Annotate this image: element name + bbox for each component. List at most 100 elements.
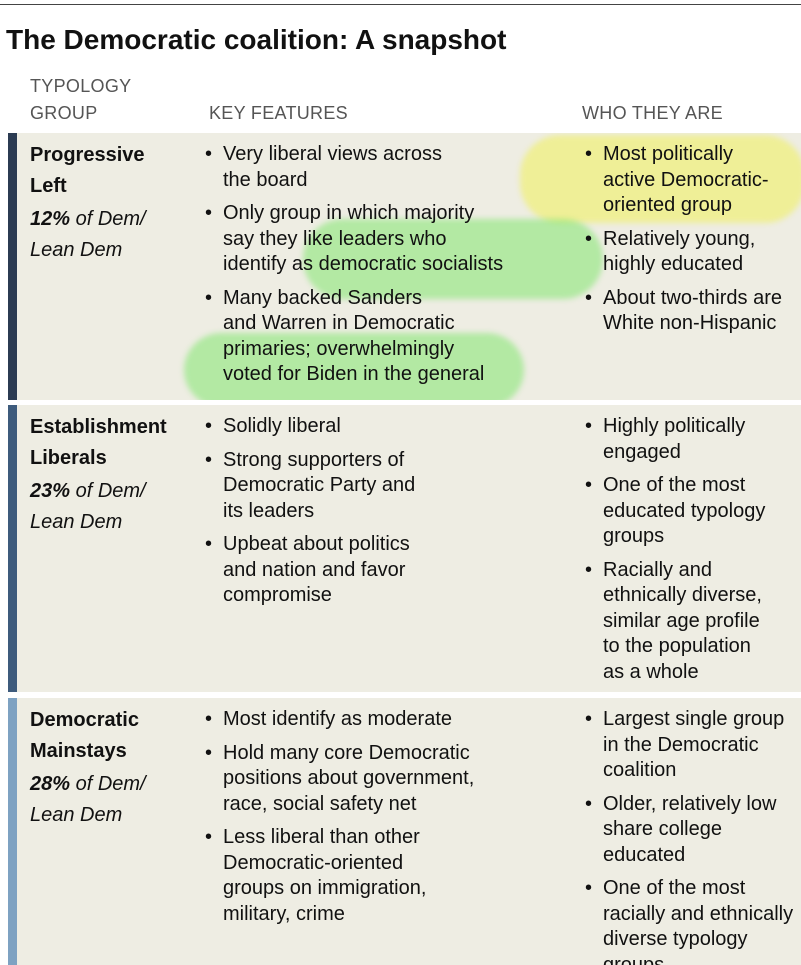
who-column: Highly politically engaged One of the most… [585, 414, 765, 692]
header-who: WHO THEY ARE [582, 103, 723, 123]
features-bullet: Upbeat about politics and nation and favo… [205, 532, 415, 609]
header-group: TYPOLOGY GROUP [30, 73, 131, 127]
bullet-line: ethnically diverse, [603, 584, 762, 606]
bullet-line: racially and ethnically [603, 902, 794, 925]
bullet-line: engaged [603, 440, 681, 463]
share-percent: 12% [30, 208, 71, 230]
features-column: Very liberal views across the board Only g… [205, 142, 503, 396]
bullet-line: oriented group [603, 194, 732, 216]
features-bullet: Less liberal than other Democratic-orient… [205, 825, 474, 927]
share-line: 12% of Dem/ [30, 204, 146, 235]
features-bullet: Only group in which majority say they lik… [205, 201, 503, 278]
share-text: of Dem/ [75, 208, 146, 230]
group-name: Progressive Left [30, 140, 145, 202]
bullet-line: to the population [603, 635, 751, 657]
bullet-line: Most identify as moderate [223, 708, 452, 730]
bullet-line: Many backed Sanders [223, 286, 423, 309]
features-bullet: Hold many core Democratic positions about… [205, 741, 474, 818]
bullet-line: One of the most [603, 474, 746, 496]
bullet-line: active Democratic- [603, 168, 769, 191]
group-name-line: Mainstays [30, 740, 127, 762]
group-share: 28% of Dem/Lean Dem [30, 769, 146, 831]
group-name: Democratic Mainstays [30, 705, 139, 767]
bullet-line: primaries; overwhelmingly [223, 337, 455, 360]
bullet-line: educated typology [603, 499, 766, 522]
who-bullet: Most politically active Democratic-orient… [585, 142, 782, 219]
who-bullet: Largest single group in the Democratic coa… [585, 707, 793, 784]
row: Establishment Liberals 23% of Dem/Lean Dem… [8, 405, 801, 692]
features-bullet: Most identify as moderate [205, 707, 474, 733]
bullet-line: About two-thirds are [603, 286, 782, 309]
bullet-line: similar age profile [603, 609, 760, 632]
who-bullet: Racially and ethnically diverse, similar a… [585, 558, 765, 686]
bullet-line: Largest single group [603, 708, 785, 730]
bullet-line: Democratic-oriented [223, 851, 404, 874]
header-line: TYPOLOGY [30, 76, 132, 96]
bullet-line: share college [603, 818, 722, 840]
group-name-line: Democratic [30, 709, 139, 731]
bullet-line: military, crime [223, 902, 345, 925]
bullet-line: highly educated [603, 253, 744, 275]
bullet-line: its leaders [223, 499, 315, 522]
bullet-line: the board [223, 168, 308, 191]
bullet-line: and Warren in Democratic [223, 312, 455, 334]
bullet-line: Less liberal than other [223, 826, 420, 848]
bullet-line: Relatively young, [603, 227, 756, 250]
row-bar [8, 133, 17, 400]
share-percent: 23% [30, 480, 71, 502]
bullet-line: Most politically [603, 143, 734, 165]
share-percent: 28% [30, 773, 71, 795]
group-name-line: Left [30, 175, 67, 197]
bullet-line: Democratic Party and [223, 474, 416, 496]
bullet-line: say they like leaders who [223, 227, 447, 250]
who-bullet: One of the most educated typology groups [585, 473, 765, 550]
row: Democratic Mainstays 28% of Dem/Lean Dem Mo… [8, 698, 801, 965]
who-bullet: Highly politically engaged [585, 414, 765, 465]
bullet-line: voted for Biden in the general [223, 363, 485, 385]
bullet-line: Very liberal views across [223, 143, 442, 165]
row: Progressive Left 12% of Dem/Lean Dem Very l… [8, 133, 801, 400]
header-features: KEY FEATURES [209, 103, 348, 123]
bullet-line: compromise [223, 584, 332, 606]
bullet-line: race, social safety net [223, 792, 417, 815]
bullet-line: Older, relatively low [603, 792, 777, 815]
share-text: of Dem/ [75, 480, 146, 502]
bullet-line: Racially and [603, 558, 712, 581]
row-bar [8, 698, 17, 965]
group-share: 12% of Dem/Lean Dem [30, 204, 146, 266]
row-bar [8, 405, 17, 692]
group-share: 23% of Dem/Lean Dem [30, 476, 146, 538]
features-bullet: Many backed Sanders and Warren in Democra… [205, 286, 503, 388]
bullet-line: in the Democratic [603, 733, 759, 756]
bullet-line: coalition [603, 759, 677, 781]
bullet-line: Only group in which majority [223, 202, 475, 224]
features-column: Solidly liberal Strong supporters of Democ… [205, 414, 415, 617]
share-line: 23% of Dem/ [30, 476, 146, 507]
bullet-line: Hold many core Democratic [223, 741, 470, 764]
bullet-line: identify as democratic socialists [223, 253, 504, 275]
share-line: 28% of Dem/ [30, 769, 146, 800]
bullet-line: Strong supporters of [223, 448, 405, 471]
bullet-line: groups [603, 525, 665, 547]
bullet-line: White non-Hispanic [603, 312, 777, 334]
share-text: Lean Dem [30, 511, 123, 533]
group-name-line: Establishment [30, 416, 167, 438]
rule [0, 4, 801, 5]
bullet-line: positions about government, [223, 767, 475, 789]
bullet-line: Solidly liberal [223, 415, 341, 437]
who-bullet: About two-thirds are White non-Hispanic [585, 286, 782, 337]
bullet-line: educated [603, 843, 686, 866]
bullet-line: groups on immigration, [223, 877, 427, 899]
share-text: of Dem/ [75, 773, 146, 795]
group-name-line: Liberals [30, 447, 107, 469]
who-column: Largest single group in the Democratic coa… [585, 707, 793, 965]
group-name-line: Progressive [30, 144, 145, 166]
who-column: Most politically active Democratic-orient… [585, 142, 782, 345]
who-bullet: One of the most racially and ethnically di… [585, 876, 793, 965]
bullet-line: as a whole [603, 660, 699, 683]
header-line: GROUP [30, 103, 98, 123]
group-name: Establishment Liberals [30, 412, 167, 474]
bullet-line: Upbeat about politics [223, 533, 410, 555]
features-bullet: Very liberal views across the board [205, 142, 503, 193]
